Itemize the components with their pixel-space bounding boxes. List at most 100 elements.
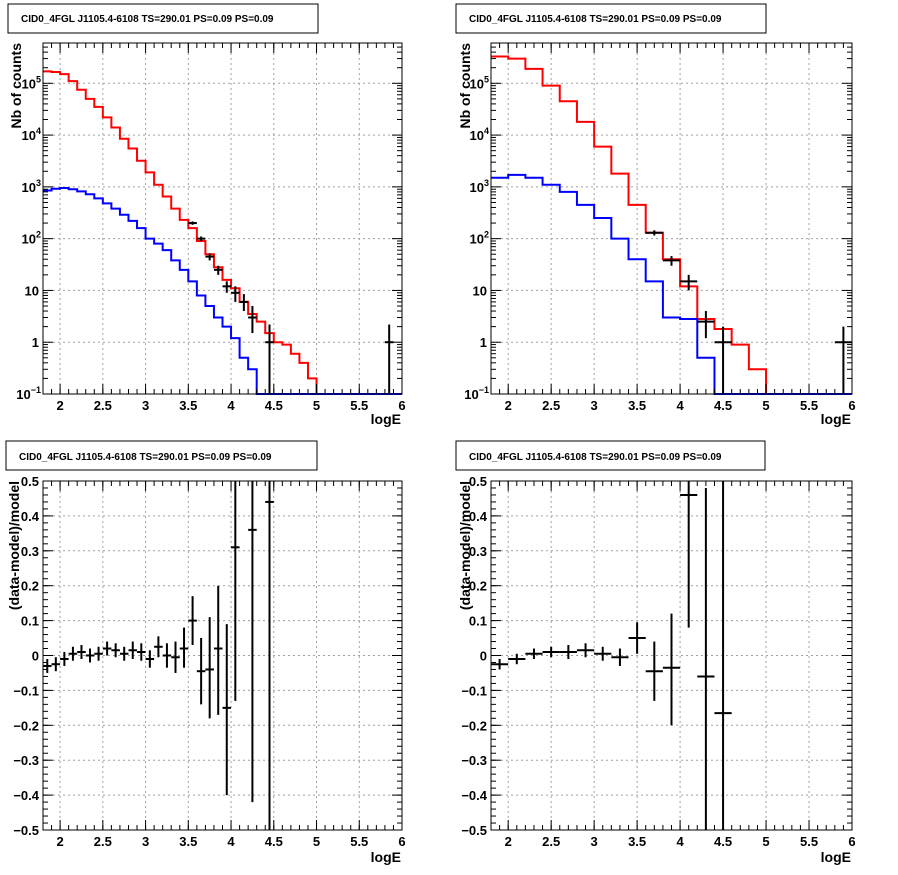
y-tick-label: 0.3	[469, 544, 487, 559]
y-tick-label: −0.4	[461, 788, 487, 803]
histogram-series	[491, 173, 852, 395]
x-tick-label: 6	[848, 834, 855, 849]
x-tick-label: 2	[56, 398, 63, 413]
data-point	[188, 221, 197, 225]
x-tick-label: 2	[56, 834, 63, 849]
y-tick-label: −0.3	[13, 753, 39, 768]
panel-top-right: CID0_4FGL J1105.4-6108 TS=290.01 PS=0.09…	[455, 3, 856, 427]
x-tick-label: 2.5	[94, 834, 112, 849]
x-tick-label: 2.5	[542, 398, 560, 413]
chart-title: CID0_4FGL J1105.4-6108 TS=290.01 PS=0.09…	[469, 14, 722, 25]
data-point	[68, 646, 78, 661]
y-tick-label: 0.1	[469, 614, 487, 629]
x-tick-label: 2	[505, 834, 512, 849]
y-tick-label: −0.2	[13, 718, 39, 733]
data-point	[559, 645, 577, 659]
data-point	[102, 641, 112, 656]
y-tick-label: 0.2	[469, 579, 487, 594]
y-axis-label: Nb of counts	[457, 43, 473, 129]
data-point	[265, 324, 274, 394]
y-tick-label: 0	[32, 649, 39, 664]
y-tick-label: −0.5	[13, 823, 39, 838]
data-point	[248, 306, 257, 334]
data-point	[77, 645, 86, 659]
data-point	[222, 624, 232, 796]
y-axis-label: (data-model)/model	[6, 481, 22, 610]
y-tick-label: 105	[22, 74, 41, 91]
y-tick-label: 0.5	[21, 474, 39, 489]
x-tick-label: 6	[398, 398, 405, 413]
x-tick-label: 4	[227, 398, 235, 413]
x-tick-label: 5.5	[800, 398, 818, 413]
histogram-series	[491, 55, 852, 395]
panel-bottom-right: CID0_4FGL J1105.4-6108 TS=290.01 PS=0.09…	[455, 440, 856, 865]
x-tick-label: 5	[313, 834, 320, 849]
x-tick-label: 5.5	[350, 834, 368, 849]
data-point	[231, 481, 240, 701]
y-tick-label: 10−1	[464, 385, 489, 402]
data-point	[145, 650, 155, 668]
x-tick-label: 4.5	[714, 398, 732, 413]
y-tick-label: 0.2	[21, 579, 39, 594]
y-tick-label: 104	[22, 126, 41, 143]
y-axis-label: (data-model)/model	[457, 481, 473, 610]
x-axis-label: logE	[371, 411, 401, 427]
data-point	[213, 265, 223, 275]
x-tick-label: 4	[676, 398, 684, 413]
x-tick-label: 5.5	[800, 834, 818, 849]
data-point	[171, 641, 180, 673]
data-point	[162, 643, 172, 668]
data-point	[60, 652, 69, 666]
x-tick-label: 3.5	[628, 834, 646, 849]
x-tick-label: 3.5	[179, 834, 197, 849]
x-tick-label: 5	[313, 398, 320, 413]
data-point	[111, 643, 120, 658]
data-point	[43, 658, 52, 673]
x-axis-label: logE	[821, 411, 851, 427]
data-point	[680, 481, 698, 628]
data-point	[662, 256, 681, 266]
data-point	[222, 281, 232, 293]
data-point	[697, 487, 715, 830]
data-point	[137, 643, 146, 661]
y-tick-label: 10	[473, 283, 487, 298]
data-point	[611, 648, 629, 666]
histogram-series	[43, 70, 402, 395]
y-tick-label: −0.3	[461, 753, 487, 768]
y-tick-label: −0.5	[461, 823, 487, 838]
x-tick-label: 6	[398, 834, 405, 849]
data-point	[196, 638, 206, 705]
data-point	[248, 481, 257, 803]
chart-title: CID0_4FGL J1105.4-6108 TS=290.01 PS=0.09…	[19, 452, 272, 463]
data-point	[85, 648, 95, 663]
y-tick-label: 0	[480, 649, 487, 664]
x-axis-label: logE	[371, 849, 401, 865]
chart-title: CID0_4FGL J1105.4-6108 TS=290.01 PS=0.09…	[469, 452, 722, 463]
data-point	[128, 641, 138, 659]
data-point	[179, 627, 189, 668]
y-tick-label: 1	[480, 335, 487, 350]
data-point	[491, 658, 509, 670]
x-tick-label: 4.5	[265, 398, 283, 413]
x-tick-label: 2	[505, 398, 512, 413]
data-point	[697, 311, 715, 339]
data-point	[714, 326, 732, 394]
data-point	[594, 646, 612, 661]
x-tick-label: 2.5	[542, 834, 560, 849]
data-point	[662, 613, 681, 726]
y-tick-label: 0.4	[21, 509, 40, 524]
y-tick-label: 104	[470, 126, 489, 143]
y-tick-label: −0.2	[461, 718, 487, 733]
data-point	[239, 294, 249, 312]
y-tick-label: 0.5	[469, 474, 487, 489]
data-point	[205, 617, 214, 719]
data-point	[508, 653, 526, 665]
data-point	[154, 636, 163, 658]
x-tick-label: 3.5	[179, 398, 197, 413]
panel-bottom-left: CID0_4FGL J1105.4-6108 TS=290.01 PS=0.09…	[5, 440, 406, 865]
data-point	[94, 646, 103, 661]
plot-frame	[42, 42, 403, 395]
data-point	[231, 286, 240, 302]
x-tick-label: 4.5	[714, 834, 732, 849]
